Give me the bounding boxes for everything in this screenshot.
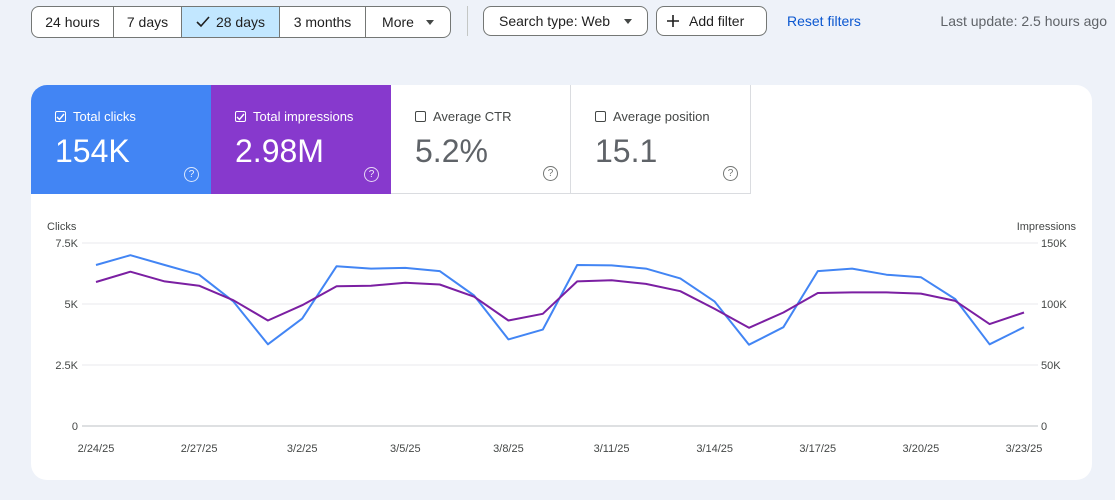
metric-label: Total clicks [73, 109, 136, 124]
chevron-down-icon [624, 18, 633, 24]
performance-chart[interactable]: Clicks Impressions 0 0 2.5K 50K 5K 100K 7.5K 15… [31, 85, 1092, 480]
range-label: 7 days [126, 14, 169, 30]
range-label: 3 months [293, 14, 352, 30]
left-tick-label: 7.5K [55, 238, 78, 250]
range-more[interactable]: More [366, 7, 450, 37]
help-icon[interactable]: ? [184, 167, 199, 182]
date-range-selector: 24 hours 7 days 28 days 3 months More [31, 6, 451, 38]
series-line-clicks [95, 254, 1025, 346]
search-type-label: Search type: Web [499, 13, 611, 29]
chevron-down-icon [425, 19, 434, 25]
right-axis-title: Impressions [1017, 221, 1077, 233]
checkbox-unchecked-icon[interactable] [595, 111, 606, 122]
range-label: 24 hours [45, 14, 100, 30]
x-tick-label: 3/2/25 [287, 443, 318, 455]
metric-value: 15.1 [595, 133, 658, 169]
x-tick-label: 3/17/25 [799, 443, 836, 455]
performance-card: Total clicks 154K ? Total impressions 2.… [31, 85, 1092, 480]
plus-icon [667, 15, 679, 27]
right-tick-label: 150K [1041, 238, 1067, 250]
checkbox-unchecked-icon[interactable] [415, 111, 426, 122]
left-tick-label: 0 [72, 421, 78, 433]
metric-total-impressions[interactable]: Total impressions 2.98M ? [211, 85, 391, 194]
range-3-months[interactable]: 3 months [280, 7, 366, 37]
search-type-button[interactable]: Search type: Web [483, 6, 648, 36]
metric-label: Average position [613, 109, 710, 124]
right-tick-label: 100K [1041, 299, 1067, 311]
left-axis-title: Clicks [47, 221, 77, 233]
last-update-text: Last update: 2.5 hours ago [940, 13, 1107, 29]
help-icon[interactable]: ? [543, 166, 558, 181]
range-label: 28 days [215, 14, 266, 30]
help-icon[interactable]: ? [364, 167, 379, 182]
right-tick-label: 0 [1041, 421, 1047, 433]
checkbox-checked-icon[interactable] [235, 111, 246, 122]
range-24-hours[interactable]: 24 hours [32, 7, 114, 37]
x-tick-label: 3/23/25 [1006, 443, 1043, 455]
metric-total-clicks[interactable]: Total clicks 154K ? [31, 85, 211, 194]
x-tick-label: 3/11/25 [594, 443, 630, 455]
metric-value: 2.98M [235, 133, 324, 169]
toolbar-divider [467, 6, 468, 36]
metric-average-ctr[interactable]: Average CTR 5.2% ? [391, 85, 571, 194]
right-tick-label: 50K [1041, 360, 1061, 372]
metric-value: 5.2% [415, 133, 488, 169]
series-line-impressions [95, 270, 1025, 329]
metric-average-position[interactable]: Average position 15.1 ? [571, 85, 751, 194]
metric-label: Total impressions [253, 109, 354, 124]
check-icon [196, 16, 210, 28]
help-icon[interactable]: ? [723, 166, 738, 181]
checkbox-checked-icon[interactable] [55, 111, 66, 122]
metric-value: 154K [55, 133, 130, 169]
range-7-days[interactable]: 7 days [114, 7, 182, 37]
reset-filters-link[interactable]: Reset filters [787, 13, 861, 29]
add-filter-label: Add filter [689, 13, 745, 29]
metric-label: Average CTR [433, 109, 512, 124]
range-28-days[interactable]: 28 days [182, 7, 280, 37]
x-tick-label: 2/24/25 [78, 443, 115, 455]
left-tick-label: 5K [65, 299, 79, 311]
add-filter-button[interactable]: Add filter [656, 6, 767, 36]
range-label: More [382, 14, 414, 30]
left-tick-label: 2.5K [55, 360, 78, 372]
x-tick-label: 3/8/25 [493, 443, 524, 455]
x-tick-label: 3/14/25 [696, 443, 733, 455]
x-tick-label: 3/5/25 [390, 443, 421, 455]
x-tick-label: 3/20/25 [903, 443, 940, 455]
x-tick-label: 2/27/25 [181, 443, 218, 455]
